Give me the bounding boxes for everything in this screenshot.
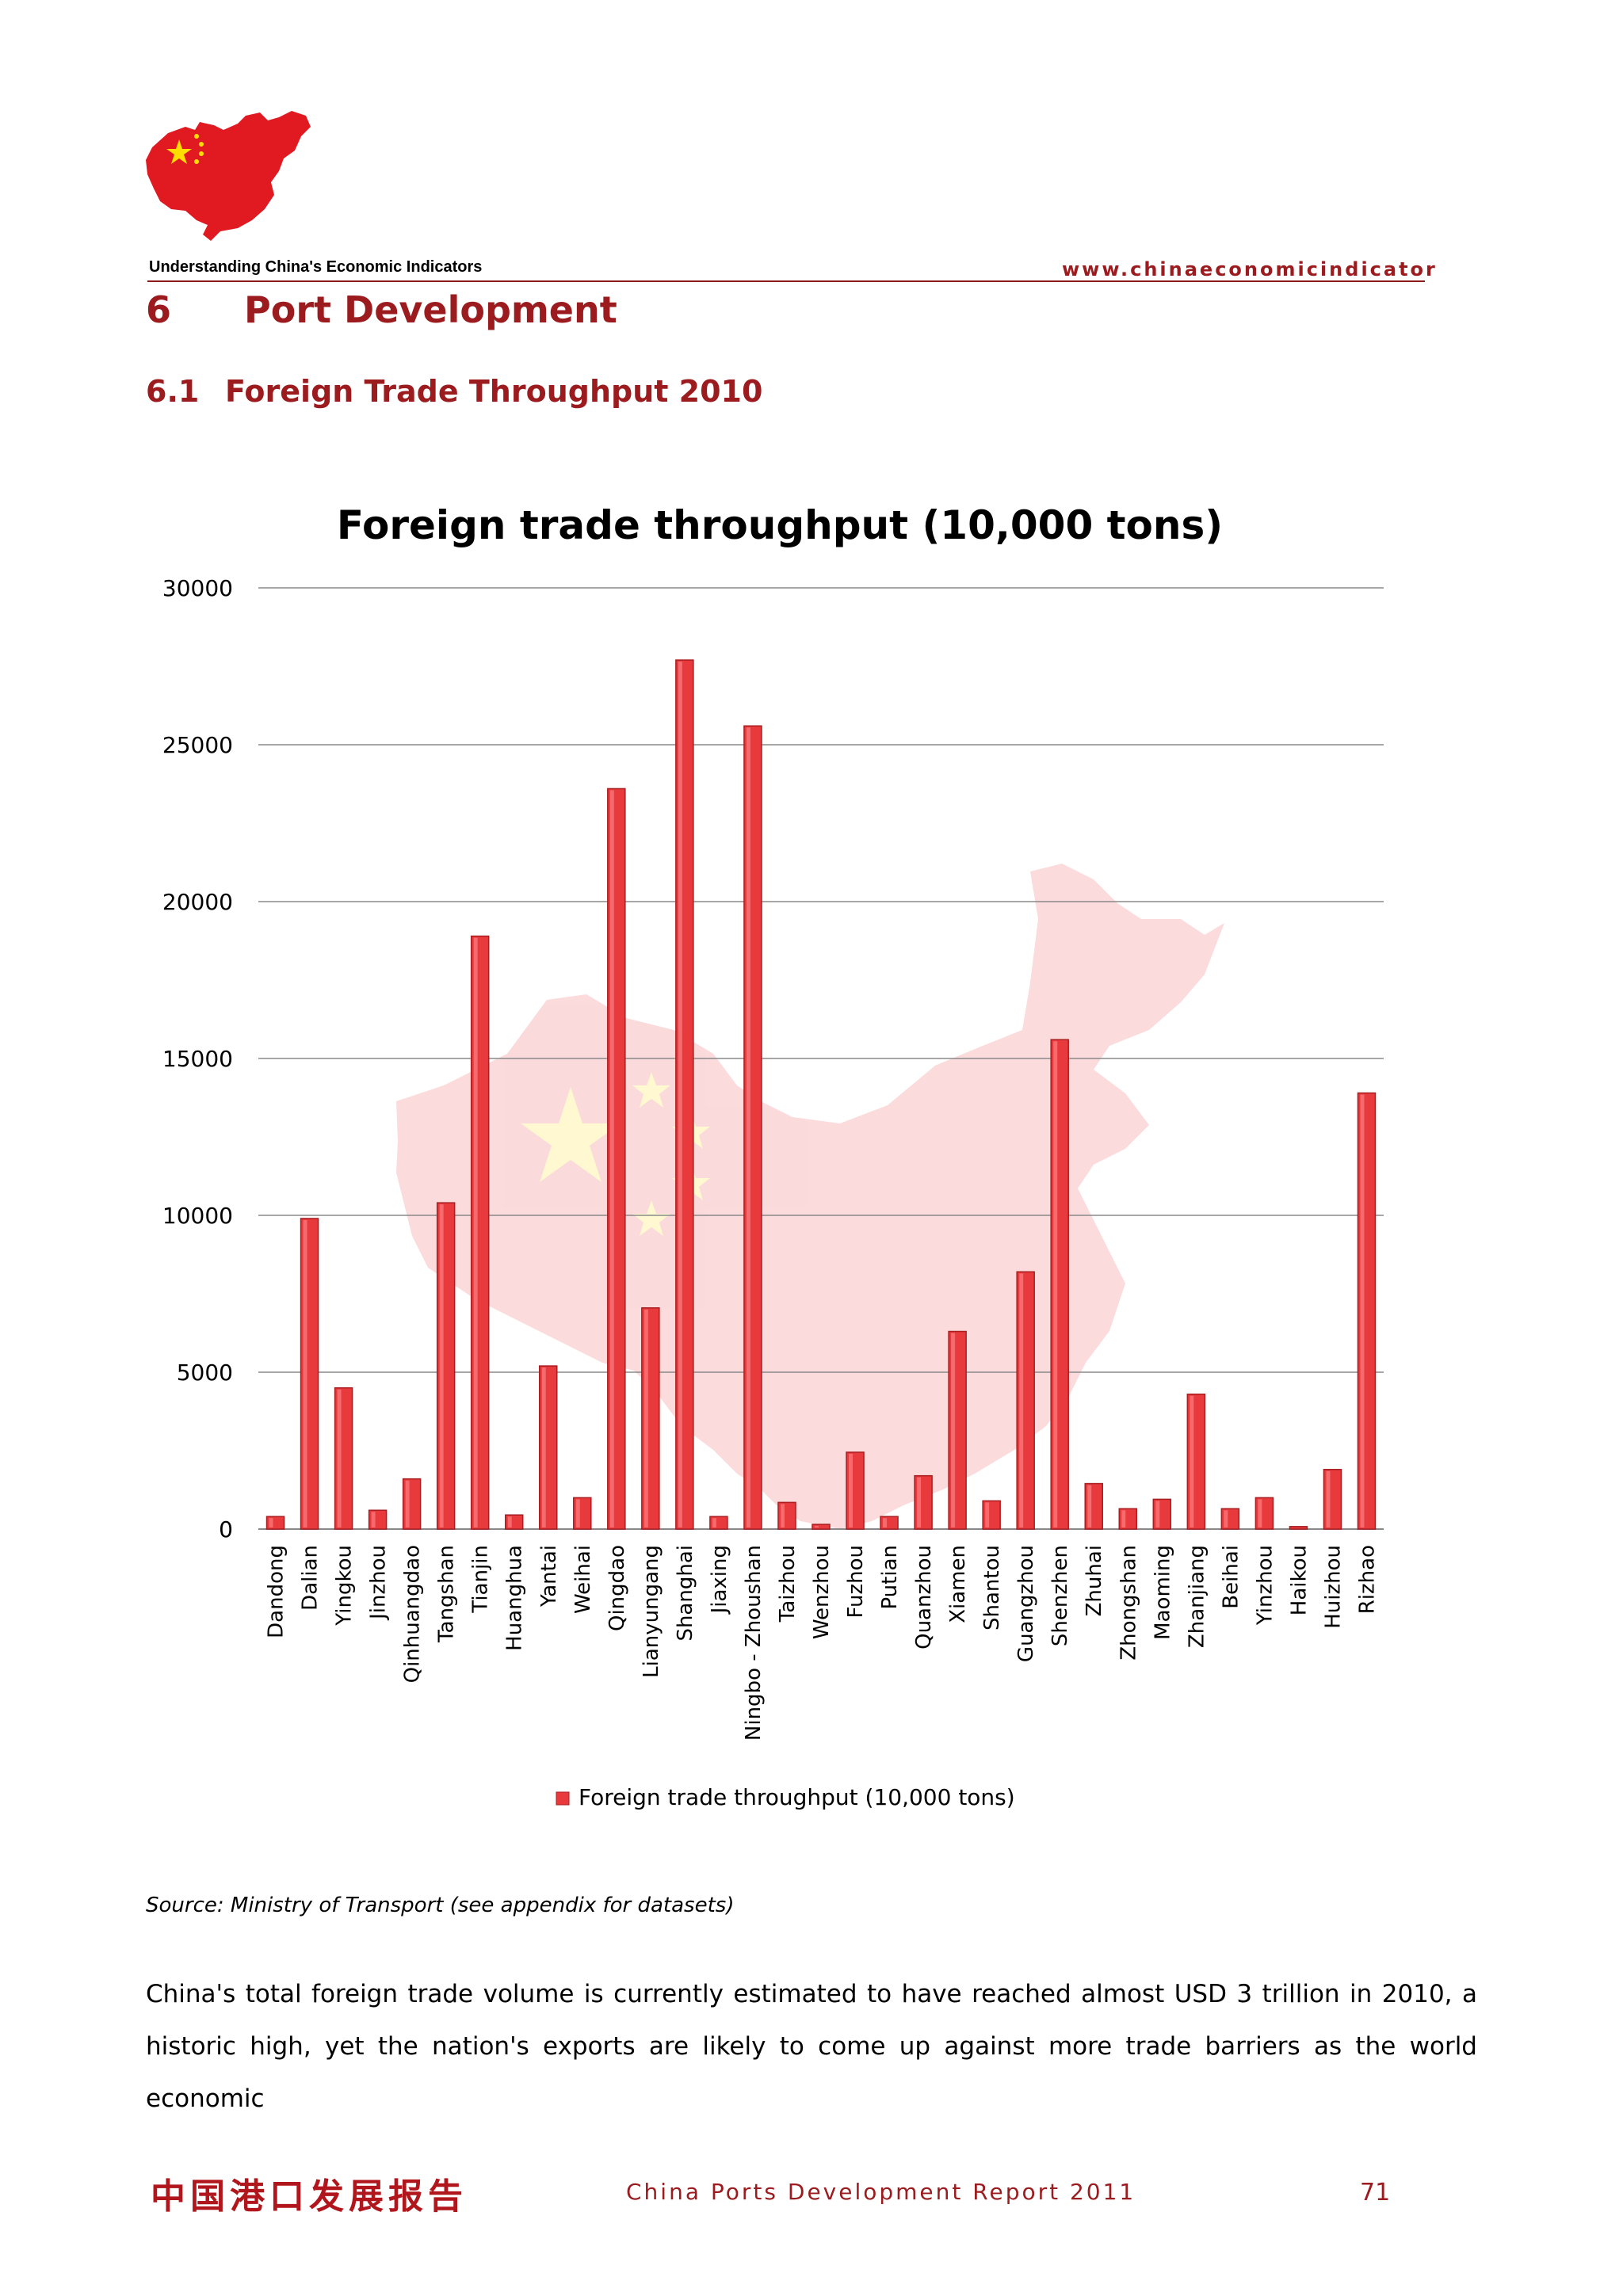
bar-highlight bbox=[1224, 1510, 1228, 1527]
x-tick-label: Jinzhou bbox=[367, 1545, 391, 1621]
bar-highlight bbox=[269, 1518, 273, 1527]
x-tick-label: Dandong bbox=[265, 1545, 288, 1638]
y-tick-label: 15000 bbox=[162, 1046, 233, 1072]
bar-highlight bbox=[1155, 1501, 1160, 1527]
x-tick-label: Taizhou bbox=[776, 1545, 800, 1623]
bar-highlight bbox=[951, 1333, 956, 1527]
bar-highlight bbox=[439, 1204, 444, 1527]
y-tick-label: 20000 bbox=[162, 889, 233, 915]
x-tick-label: Zhongshan bbox=[1117, 1545, 1140, 1661]
x-tick-label: Guangzhou bbox=[1014, 1545, 1038, 1662]
bar-highlight bbox=[643, 1309, 648, 1527]
subsection-number: 6.1 bbox=[146, 374, 200, 409]
y-tick-label: 30000 bbox=[162, 575, 233, 601]
chart-title: Foreign trade throughput (10,000 tons) bbox=[337, 502, 1223, 548]
bar-highlight bbox=[985, 1502, 990, 1527]
x-tick-label: Jiaxing bbox=[708, 1545, 731, 1615]
x-tick-label: Beihai bbox=[1219, 1545, 1243, 1609]
x-tick-label: Shenzhen bbox=[1048, 1545, 1072, 1646]
x-tick-label: Zhuhai bbox=[1083, 1545, 1106, 1616]
y-tick-label: 0 bbox=[219, 1516, 233, 1543]
x-tick-label: Zhanjiang bbox=[1185, 1545, 1209, 1648]
bar-highlight bbox=[337, 1389, 342, 1527]
site-url[interactable]: www.chinaeconomicindicator bbox=[1062, 258, 1438, 280]
china-map-logo bbox=[146, 111, 311, 241]
x-tick-label: Tianjin bbox=[469, 1545, 493, 1614]
x-tick-label: Wenzhou bbox=[810, 1545, 834, 1639]
section-title: Port Development bbox=[244, 288, 617, 331]
x-tick-label: Rizhao bbox=[1355, 1545, 1379, 1614]
x-tick-label: Yingkou bbox=[333, 1545, 357, 1627]
x-tick-label: Qingdao bbox=[605, 1545, 629, 1631]
legend-label: Foreign trade throughput (10,000 tons) bbox=[579, 1784, 1015, 1810]
bar-highlight bbox=[1258, 1499, 1262, 1527]
x-tick-label: Lianyungang bbox=[640, 1545, 663, 1678]
legend-swatch bbox=[556, 1791, 570, 1806]
subsection-title: Foreign Trade Throughput 2010 bbox=[225, 374, 763, 409]
bar-highlight bbox=[1087, 1485, 1092, 1527]
x-tick-label: Weihai bbox=[571, 1545, 595, 1614]
footer-report-title: China Ports Development Report 2011 bbox=[626, 2179, 1136, 2205]
x-tick-label: Huizhou bbox=[1321, 1545, 1345, 1629]
bar-highlight bbox=[917, 1477, 922, 1527]
x-tick-label: Huanghua bbox=[503, 1545, 527, 1651]
x-tick-label: Quanzhou bbox=[912, 1545, 936, 1650]
bar-highlight bbox=[746, 727, 750, 1527]
y-tick-label: 5000 bbox=[177, 1360, 233, 1386]
page-number: 71 bbox=[1360, 2179, 1391, 2206]
x-tick-label: Xiamen bbox=[946, 1545, 970, 1623]
x-tick-label: Tangshan bbox=[435, 1545, 459, 1643]
x-tick-label: Yantai bbox=[537, 1545, 561, 1608]
bar-highlight bbox=[303, 1219, 307, 1527]
source-note: Source: Ministry of Transport (see appen… bbox=[146, 1894, 735, 1917]
bar-highlight bbox=[1360, 1094, 1365, 1527]
bar-highlight bbox=[849, 1453, 854, 1527]
x-tick-label: Haikou bbox=[1287, 1545, 1311, 1615]
bar-highlight bbox=[371, 1512, 376, 1527]
logo-caption: Understanding China's Economic Indicator… bbox=[149, 258, 483, 276]
bar-highlight bbox=[473, 937, 478, 1527]
x-tick-label: Qinhuangdao bbox=[401, 1545, 425, 1683]
bar-highlight bbox=[405, 1480, 410, 1527]
x-tick-label: Shanghai bbox=[674, 1545, 697, 1642]
x-tick-label: Dalian bbox=[299, 1545, 323, 1611]
background-china-map bbox=[396, 864, 1224, 1529]
x-tick-label: Maoming bbox=[1151, 1545, 1174, 1640]
x-tick-label: Fuzhou bbox=[844, 1545, 868, 1619]
bar-highlight bbox=[712, 1518, 716, 1527]
bar-highlight bbox=[815, 1526, 819, 1527]
y-tick-label: 10000 bbox=[162, 1203, 233, 1229]
bar-highlight bbox=[609, 790, 614, 1527]
section-number: 6 bbox=[146, 288, 172, 331]
bar-highlight bbox=[780, 1504, 785, 1527]
bar bbox=[1289, 1526, 1308, 1530]
x-tick-label: Putian bbox=[878, 1545, 902, 1610]
x-tick-label: Ningbo - Zhoushan bbox=[742, 1545, 766, 1741]
bar-highlight bbox=[1053, 1041, 1058, 1527]
y-tick-label: 25000 bbox=[162, 732, 233, 758]
bar-highlight bbox=[541, 1367, 546, 1527]
bar-highlight bbox=[1190, 1395, 1194, 1527]
bar bbox=[812, 1524, 831, 1530]
bar-highlight bbox=[575, 1499, 580, 1527]
x-tick-label: Yinzhou bbox=[1253, 1545, 1277, 1626]
body-paragraph: China's total foreign trade volume is cu… bbox=[146, 1980, 1477, 2113]
bar-highlight bbox=[1326, 1470, 1331, 1527]
bar-highlight bbox=[1019, 1273, 1024, 1527]
x-tick-label: Shantou bbox=[980, 1545, 1004, 1630]
chart-legend: Foreign trade throughput (10,000 tons) bbox=[556, 1784, 1015, 1810]
bar-highlight bbox=[883, 1518, 888, 1527]
bar-highlight bbox=[1121, 1510, 1126, 1527]
bar-highlight bbox=[507, 1516, 512, 1527]
bar-highlight bbox=[678, 662, 682, 1527]
footer-chinese-title: 中国港口发展报告 bbox=[151, 2176, 468, 2217]
header-divider bbox=[147, 280, 1425, 282]
